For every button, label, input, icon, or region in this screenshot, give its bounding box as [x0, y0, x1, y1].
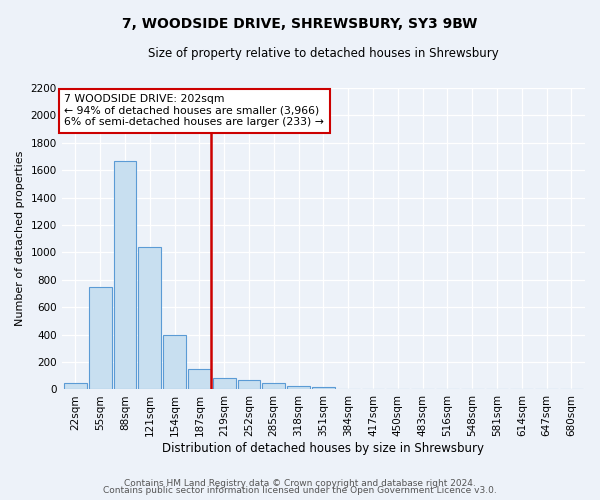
Text: Contains public sector information licensed under the Open Government Licence v3: Contains public sector information licen…: [103, 486, 497, 495]
Text: Contains HM Land Registry data © Crown copyright and database right 2024.: Contains HM Land Registry data © Crown c…: [124, 478, 476, 488]
Bar: [188, 369, 211, 390]
X-axis label: Distribution of detached houses by size in Shrewsbury: Distribution of detached houses by size …: [163, 442, 484, 455]
Bar: [312, 386, 335, 390]
Bar: [262, 384, 285, 390]
Bar: [213, 378, 236, 390]
Title: Size of property relative to detached houses in Shrewsbury: Size of property relative to detached ho…: [148, 48, 499, 60]
Bar: [238, 380, 260, 390]
Bar: [287, 386, 310, 390]
Bar: [139, 247, 161, 390]
Bar: [113, 160, 136, 390]
Text: 7, WOODSIDE DRIVE, SHREWSBURY, SY3 9BW: 7, WOODSIDE DRIVE, SHREWSBURY, SY3 9BW: [122, 18, 478, 32]
Bar: [64, 382, 87, 390]
Y-axis label: Number of detached properties: Number of detached properties: [15, 151, 25, 326]
Text: 7 WOODSIDE DRIVE: 202sqm
← 94% of detached houses are smaller (3,966)
6% of semi: 7 WOODSIDE DRIVE: 202sqm ← 94% of detach…: [64, 94, 324, 128]
Bar: [163, 334, 186, 390]
Bar: [89, 288, 112, 390]
